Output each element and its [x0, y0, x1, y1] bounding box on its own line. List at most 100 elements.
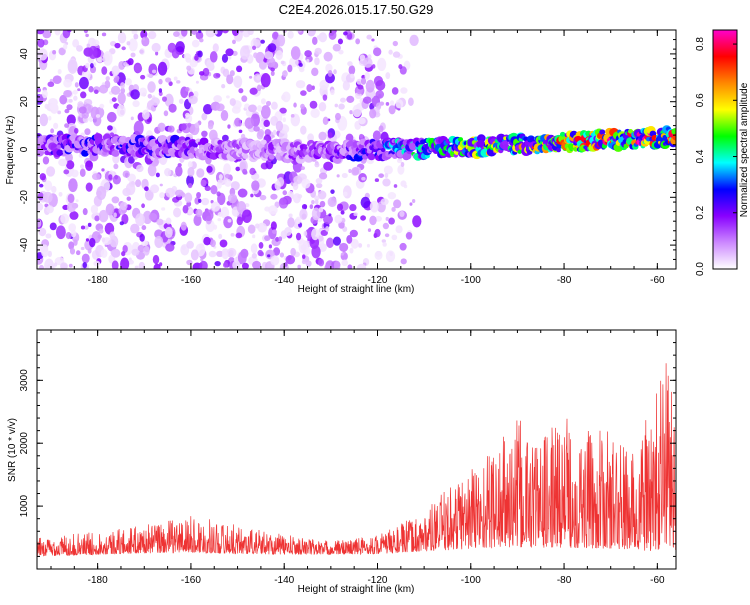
spectrogram-noise-blob	[358, 243, 363, 248]
spectrogram-noise-blob	[252, 45, 257, 50]
spectrogram-noise-blob	[98, 84, 109, 94]
spectrogram-noise-blob	[270, 70, 275, 77]
spectrogram-noise-blob	[250, 193, 254, 198]
x-tick-label: -140	[274, 275, 294, 286]
spectrogram-noise-blob	[400, 180, 407, 187]
spectrogram-noise-blob	[316, 35, 321, 40]
spectrogram-noise-blob	[274, 180, 281, 191]
spectrogram-noise-blob	[126, 196, 132, 201]
spectrogram-noise-blob	[369, 200, 379, 213]
spectrogram-noise-blob	[312, 36, 318, 45]
spectrogram-noise-blob	[111, 65, 120, 76]
spectrogram-noise-blob	[216, 250, 224, 257]
spectrogram-noise-blob	[272, 229, 277, 234]
spectrogram-noise-blob	[210, 201, 221, 212]
spectrogram-noise-blob	[194, 122, 200, 129]
spectrogram-noise-blob	[332, 43, 341, 52]
x-tick-label: -100	[461, 575, 481, 586]
spectrogram-noise-blob	[127, 156, 135, 164]
spectrogram-noise-blob	[37, 243, 42, 255]
spectrogram-noise-blob	[152, 254, 160, 265]
spectrogram-noise-blob	[346, 95, 355, 103]
spectrogram-noise-blob	[385, 101, 390, 106]
spectrogram-noise-blob	[151, 69, 157, 74]
spectrogram-noise-blob	[58, 158, 68, 167]
spectrogram-noise-blob	[366, 243, 370, 248]
spectrogram-noise-blob	[74, 82, 79, 88]
spectrogram-noise-blob	[191, 30, 198, 35]
spectrogram-noise-blob	[409, 34, 419, 47]
spectrogram-noise-blob	[248, 75, 253, 79]
spectrogram-noise-blob	[300, 166, 305, 171]
spectrogram-noise-blob	[285, 255, 296, 265]
spectrogram-noise-blob	[254, 223, 260, 229]
spectrogram-noise-blob	[157, 122, 166, 132]
spectrogram-noise-blob	[176, 80, 181, 84]
spectrogram-noise-blob	[257, 128, 265, 138]
spectrogram-noise-blob	[187, 161, 193, 168]
spectrogram-noise-blob	[159, 192, 165, 199]
spectrogram-noise-blob	[305, 228, 312, 239]
spectrogram-noise-blob	[364, 72, 370, 80]
spectrogram-noise-blob	[258, 241, 264, 249]
spectrogram-noise-blob	[388, 217, 395, 225]
spectrogram-noise-blob	[339, 242, 349, 252]
x-tick-label: -120	[367, 275, 387, 286]
spectrogram-noise-blob	[194, 54, 199, 61]
spectrogram-noise-blob	[148, 31, 157, 40]
spectrogram-noise-blob	[253, 125, 260, 132]
snr-x-axis-label: Height of straight line (km)	[298, 584, 415, 595]
spectrogram-noise-blob	[148, 73, 154, 79]
spectrogram-noise-blob	[150, 184, 160, 194]
spectrogram-noise-blob	[215, 73, 221, 78]
spectrogram-noise-blob	[52, 50, 57, 55]
spectrogram-noise-blob	[293, 175, 303, 185]
spectrogram-noise-blob	[334, 112, 341, 121]
spectrogram-noise-blob	[133, 33, 139, 40]
spectrogram-noise-blob	[119, 221, 124, 226]
spectrogram-noise-blob	[95, 114, 101, 118]
spectrogram-noise-blob	[53, 262, 58, 267]
spectrogram-noise-blob	[60, 262, 68, 269]
spectrogram-noise-blob	[130, 223, 140, 234]
spectrogram-noise-blob	[198, 30, 202, 34]
spectrogram-noise-blob	[385, 250, 396, 263]
spectrogram-noise-blob	[184, 192, 193, 203]
spectrogram-noise-blob	[220, 110, 229, 121]
spectrogram-noise-blob	[144, 186, 149, 192]
spectrogram-noise-blob	[341, 173, 348, 179]
spectrogram-noise-blob	[325, 226, 330, 232]
spectrogram-noise-blob	[186, 259, 193, 266]
spectrogram-noise-blob	[409, 202, 413, 206]
spectrogram-noise-blob	[224, 173, 230, 179]
spectrogram-noise-blob	[93, 260, 101, 267]
spectrogram-noise-blob	[236, 201, 247, 214]
spectrogram-noise-blob	[301, 178, 311, 189]
spectrogram-noise-blob	[71, 169, 79, 178]
spectrogram-noise-blob	[324, 264, 331, 269]
spectrogram-noise-blob	[175, 41, 185, 53]
spectrogram-noise-blob	[94, 215, 100, 222]
spectrogram-noise-blob	[209, 51, 218, 63]
spectrogram-noise-blob	[222, 68, 230, 78]
spectrogram-noise-blob	[340, 210, 345, 215]
spectrogram-noise-blob	[50, 128, 55, 134]
spectrogram-noise-blob	[391, 87, 399, 95]
spectrogram-noise-blob	[319, 79, 330, 90]
snr-series-group	[37, 363, 676, 557]
spectrogram-noise-blob	[162, 96, 167, 102]
spectrogram-noise-blob	[231, 106, 241, 114]
spectrogram-noise-blob	[338, 103, 345, 110]
spectrogram-noise-blob	[301, 259, 307, 265]
spectrogram-noise-blob	[65, 152, 73, 163]
spectrogram-noise-blob	[279, 252, 285, 258]
spectrogram-noise-blob	[281, 91, 291, 103]
spectrogram-noise-blob	[322, 116, 329, 126]
spectrogram-noise-blob	[323, 214, 333, 225]
spectrogram-noise-blob	[293, 102, 297, 108]
spectrogram-noise-blob	[131, 30, 138, 35]
spectrogram-noise-blob	[314, 195, 320, 201]
spectrogram-noise-blob	[260, 105, 271, 119]
spectrogram-noise-blob	[68, 223, 77, 232]
